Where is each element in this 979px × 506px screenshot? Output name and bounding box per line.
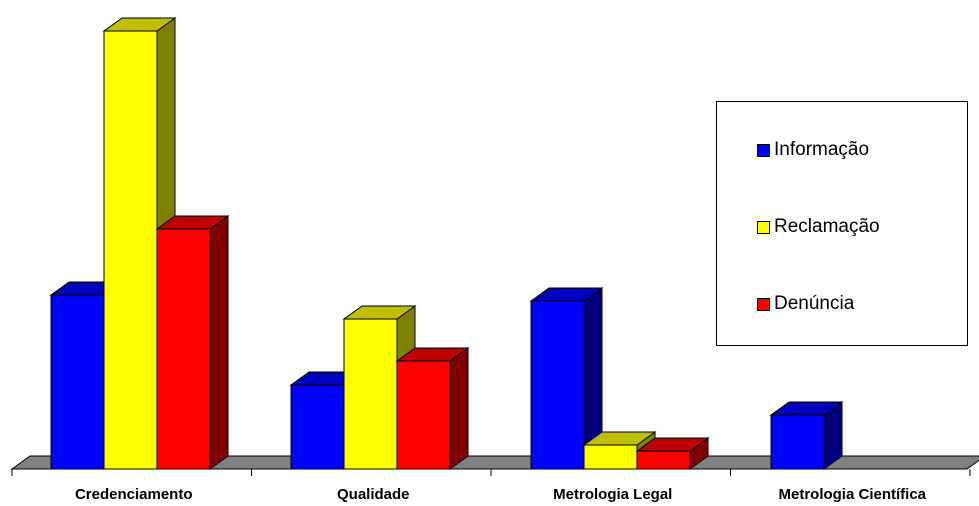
legend-swatch-denuncia xyxy=(757,297,770,311)
category-label-4: Metrologia Científica xyxy=(778,486,926,503)
bar-metrologia-legal-1 xyxy=(529,287,604,470)
bars-group xyxy=(49,17,844,470)
category-label-2: Qualidade xyxy=(337,486,410,503)
legend-swatch-informacao xyxy=(757,143,770,157)
legend-item-informacao: Informação xyxy=(757,139,869,161)
category-label-3: Metrologia Legal xyxy=(553,486,672,503)
legend-label-reclamacao: Reclamação xyxy=(774,216,880,237)
legend-label-informacao: Informação xyxy=(774,139,870,160)
bar-credenciamento-3 xyxy=(155,215,230,470)
legend-item-reclamacao: Reclamação xyxy=(757,216,880,238)
bar-qualidade-3 xyxy=(395,347,470,470)
bar-metrologia-legal-3 xyxy=(635,437,710,470)
category-axis xyxy=(11,468,971,476)
bar-metrologia-cient-fica-1 xyxy=(769,401,844,470)
legend-swatch-reclamacao xyxy=(757,220,770,234)
category-labels: Credenciamento Qualidade Metrologia Legal M… xyxy=(75,486,927,503)
legend: Informação Reclamação Denúncia xyxy=(716,101,968,346)
legend-item-denuncia: Denúncia xyxy=(757,293,854,315)
category-label-1: Credenciamento xyxy=(75,486,193,503)
legend-label-denuncia: Denúncia xyxy=(774,293,855,314)
